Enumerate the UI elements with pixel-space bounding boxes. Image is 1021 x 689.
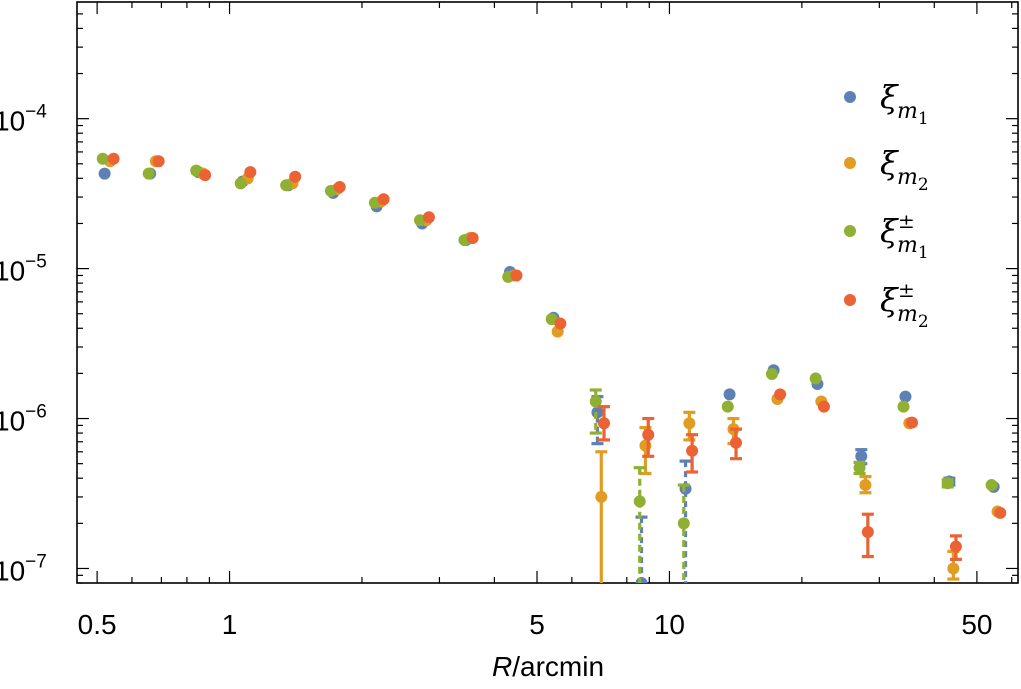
data-point bbox=[142, 167, 155, 180]
data-point bbox=[633, 495, 646, 508]
y-tick-label: 10−4 bbox=[0, 102, 47, 137]
data-point bbox=[897, 400, 910, 413]
legend-label: ξ± m1 bbox=[880, 209, 929, 263]
data-point bbox=[96, 152, 109, 165]
legend-item-3: ξ± m1 bbox=[844, 209, 929, 263]
legend-item-1: ξm1 bbox=[844, 78, 929, 129]
y-tick-label: 10−6 bbox=[0, 402, 47, 437]
data-point bbox=[899, 390, 912, 403]
data-point bbox=[466, 231, 479, 244]
data-point bbox=[244, 166, 257, 179]
data-point bbox=[683, 417, 696, 430]
x-tick-label: 10 bbox=[654, 609, 685, 640]
data-point bbox=[642, 428, 655, 441]
legend: ξm1 ξm2 ξ± m1 ξ± m2 bbox=[844, 78, 929, 332]
data-point bbox=[994, 506, 1007, 519]
data-point bbox=[589, 395, 602, 408]
legend-marker bbox=[844, 157, 856, 169]
legend-marker bbox=[844, 294, 856, 306]
data-point bbox=[234, 177, 247, 190]
data-point bbox=[635, 577, 648, 583]
plot-frame bbox=[76, 1, 1019, 584]
data-layer bbox=[96, 152, 1007, 583]
data-point bbox=[98, 167, 111, 180]
data-point bbox=[809, 372, 822, 385]
data-point bbox=[598, 417, 611, 430]
x-axis-title: R/arcmin bbox=[492, 651, 604, 682]
data-point bbox=[107, 152, 120, 165]
x-axis-title-unit: /arcmin bbox=[512, 651, 604, 682]
data-point bbox=[949, 540, 962, 553]
legend-label: ξ± m2 bbox=[880, 278, 929, 332]
data-point bbox=[289, 170, 302, 183]
data-point bbox=[853, 461, 866, 474]
series-3 bbox=[96, 152, 998, 583]
data-point bbox=[765, 368, 778, 381]
series-4 bbox=[107, 152, 1007, 561]
data-point bbox=[280, 179, 293, 192]
data-point bbox=[730, 436, 743, 449]
x-tick-label: 50 bbox=[961, 609, 992, 640]
data-point bbox=[677, 517, 690, 530]
y-tick-label: 10−7 bbox=[0, 551, 47, 586]
axis-ticks: 0.5 1 5 10 50 10−4 10−5 10−6 10−7 bbox=[0, 2, 1018, 640]
x-tick-label: 5 bbox=[529, 609, 545, 640]
data-point bbox=[774, 388, 787, 401]
data-point bbox=[855, 450, 868, 463]
data-point bbox=[333, 181, 346, 194]
data-point bbox=[422, 211, 435, 224]
legend-label: ξm2 bbox=[880, 144, 929, 195]
x-tick-label: 0.5 bbox=[78, 609, 117, 640]
data-point bbox=[859, 479, 872, 492]
data-point bbox=[941, 477, 954, 490]
data-point bbox=[377, 193, 390, 206]
data-point bbox=[595, 490, 608, 503]
data-point bbox=[510, 269, 523, 282]
legend-label: ξm1 bbox=[880, 78, 929, 129]
data-point bbox=[721, 400, 734, 413]
legend-marker bbox=[844, 225, 856, 237]
data-point bbox=[723, 388, 736, 401]
data-point bbox=[152, 155, 165, 168]
y-tick-label: 10−5 bbox=[0, 252, 47, 287]
data-point bbox=[554, 317, 567, 330]
legend-item-4: ξ± m2 bbox=[844, 278, 929, 332]
data-point bbox=[985, 479, 998, 492]
legend-marker bbox=[844, 91, 856, 103]
data-point bbox=[861, 526, 874, 539]
x-axis-title-symbol: R bbox=[492, 651, 512, 682]
data-point bbox=[686, 444, 699, 457]
series-1 bbox=[98, 166, 1000, 583]
x-tick-label: 1 bbox=[222, 609, 238, 640]
data-point bbox=[199, 169, 212, 182]
data-point bbox=[906, 416, 919, 429]
data-point bbox=[190, 164, 203, 177]
data-point bbox=[817, 400, 830, 413]
data-point bbox=[947, 562, 960, 575]
legend-item-2: ξm2 bbox=[844, 144, 929, 195]
